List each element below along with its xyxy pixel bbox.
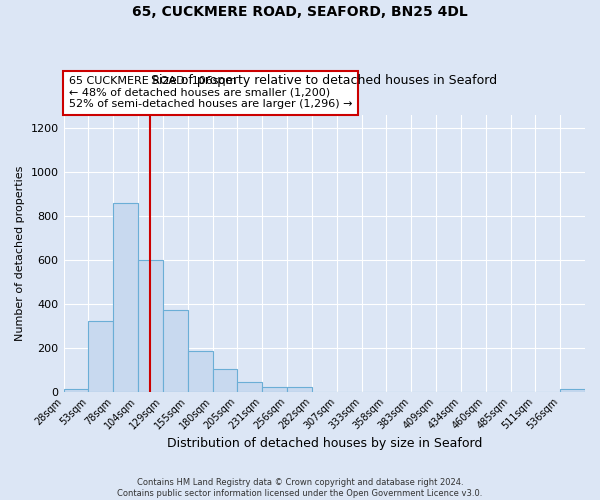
Text: Contains HM Land Registry data © Crown copyright and database right 2024.
Contai: Contains HM Land Registry data © Crown c…: [118, 478, 482, 498]
Bar: [163, 310, 188, 392]
Bar: [138, 260, 163, 392]
Text: 65, CUCKMERE ROAD, SEAFORD, BN25 4DL: 65, CUCKMERE ROAD, SEAFORD, BN25 4DL: [132, 5, 468, 19]
Bar: [88, 322, 113, 392]
Bar: [262, 388, 287, 392]
Bar: [238, 382, 262, 392]
Bar: [188, 351, 212, 392]
Bar: [64, 390, 88, 392]
Title: Size of property relative to detached houses in Seaford: Size of property relative to detached ho…: [151, 74, 497, 88]
Bar: [287, 388, 312, 392]
Text: 65 CUCKMERE ROAD: 106sqm
← 48% of detached houses are smaller (1,200)
52% of sem: 65 CUCKMERE ROAD: 106sqm ← 48% of detach…: [69, 76, 352, 110]
Y-axis label: Number of detached properties: Number of detached properties: [15, 166, 25, 341]
Bar: [113, 203, 138, 392]
Bar: [560, 390, 585, 392]
Bar: [212, 368, 238, 392]
X-axis label: Distribution of detached houses by size in Seaford: Distribution of detached houses by size …: [167, 437, 482, 450]
